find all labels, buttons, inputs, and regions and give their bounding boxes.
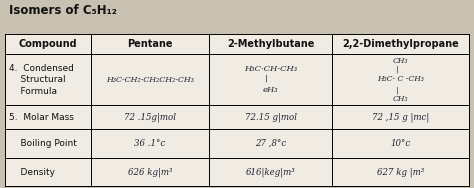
Text: Isomers of C₅H₁₂: Isomers of C₅H₁₂ bbox=[9, 4, 118, 17]
Text: Compound: Compound bbox=[18, 39, 77, 49]
Text: H₃C·CH-CH₃: H₃C·CH-CH₃ bbox=[244, 65, 297, 73]
Text: CH₃: CH₃ bbox=[393, 95, 409, 103]
Text: 627 kg |m³: 627 kg |m³ bbox=[377, 167, 424, 177]
Text: |: | bbox=[264, 75, 267, 83]
Text: H₃C-CH₂-CH₂CH₂-CH₃: H₃C-CH₂-CH₂CH₂-CH₃ bbox=[106, 76, 194, 84]
Text: 5.  Molar Mass: 5. Molar Mass bbox=[9, 113, 73, 122]
Text: eH₃: eH₃ bbox=[263, 86, 279, 94]
Text: 72 ,15 g |mc|: 72 ,15 g |mc| bbox=[372, 112, 429, 122]
Bar bbox=[5, 34, 469, 186]
Text: Density: Density bbox=[9, 168, 55, 177]
Text: 616|keg|m³: 616|keg|m³ bbox=[246, 167, 296, 177]
Text: Boiling Point: Boiling Point bbox=[9, 139, 76, 148]
Text: H₃C- C -CH₃: H₃C- C -CH₃ bbox=[377, 75, 424, 83]
Text: 626 kg|m³: 626 kg|m³ bbox=[128, 167, 172, 177]
Text: 4.  Condensed
    Structural
    Formula: 4. Condensed Structural Formula bbox=[9, 64, 73, 96]
Text: 36 .1°c: 36 .1°c bbox=[134, 139, 165, 148]
Text: |: | bbox=[395, 86, 397, 94]
Text: 2,2-Dimethylpropane: 2,2-Dimethylpropane bbox=[342, 39, 459, 49]
Text: |: | bbox=[395, 66, 397, 74]
Text: 72.15 g|mol: 72.15 g|mol bbox=[245, 112, 297, 122]
Text: 72 .15g|mol: 72 .15g|mol bbox=[124, 112, 176, 122]
Text: CH₃: CH₃ bbox=[393, 57, 409, 65]
Text: 10°c: 10°c bbox=[391, 139, 411, 148]
Text: 2-Methylbutane: 2-Methylbutane bbox=[227, 39, 314, 49]
Text: 27 ,8°c: 27 ,8°c bbox=[255, 139, 286, 148]
Text: Pentane: Pentane bbox=[127, 39, 173, 49]
